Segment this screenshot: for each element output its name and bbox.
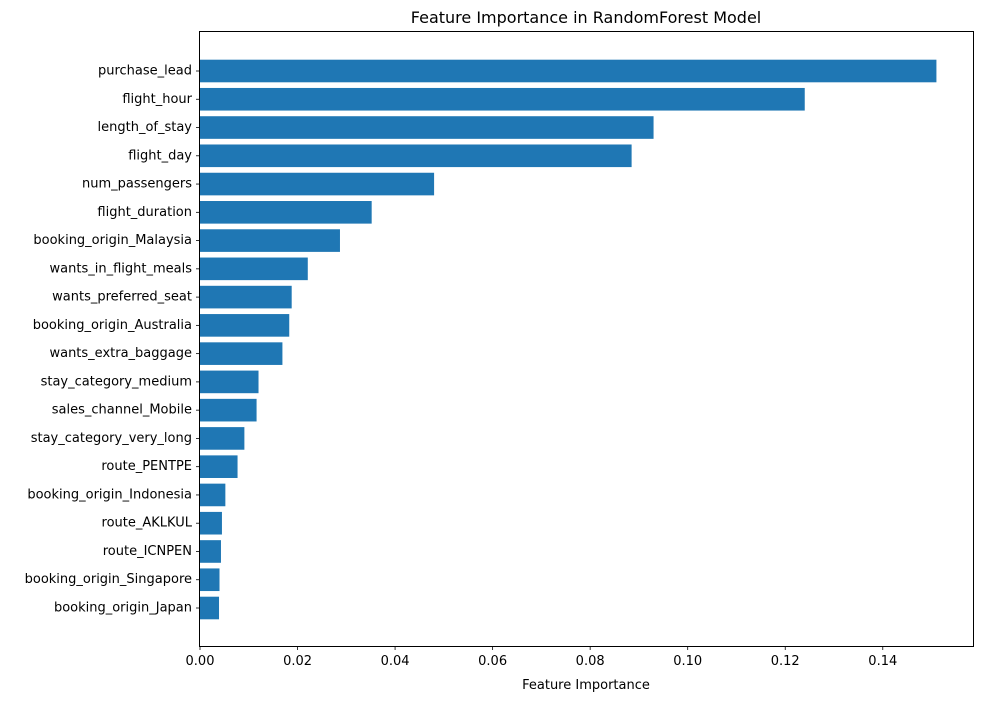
y-tick-label: booking_origin_Singapore xyxy=(25,572,192,587)
chart-title: Feature Importance in RandomForest Model xyxy=(411,8,761,27)
y-tick-label: booking_origin_Malaysia xyxy=(33,233,192,248)
x-axis: 0.00 0.02 0.04 0.06 0.08 0.10 0.12 0.14 xyxy=(186,646,897,669)
bar-flight_hour xyxy=(200,87,805,111)
bar-booking_origin_Australia xyxy=(200,314,290,337)
bar-route_AKLKUL xyxy=(200,511,222,535)
y-tick-label: sales_channel_Mobile xyxy=(52,403,192,418)
bar-route_ICNPEN xyxy=(200,540,221,563)
y-tick-label: booking_origin_Japan xyxy=(54,601,192,616)
bar-booking_origin_Malaysia xyxy=(200,229,340,252)
y-tick-label: wants_extra_baggage xyxy=(49,346,192,361)
x-axis-label: Feature Importance xyxy=(522,678,650,693)
x-tick-label: 0.14 xyxy=(868,654,897,669)
y-tick-label: stay_category_very_long xyxy=(31,431,192,446)
y-tick-label: route_ICNPEN xyxy=(103,544,192,559)
y-tick-label: flight_day xyxy=(128,148,192,163)
bar-route_PENTPE xyxy=(200,455,238,478)
x-tick-label: 0.02 xyxy=(283,654,312,669)
bar-sales_channel_Mobile xyxy=(200,398,257,422)
x-tick-label: 0.04 xyxy=(381,654,410,669)
y-tick-label: length_of_stay xyxy=(98,120,193,135)
x-tick-label: 0.10 xyxy=(673,654,702,669)
y-tick-label: wants_preferred_seat xyxy=(52,290,192,305)
x-tick-label: 0.12 xyxy=(771,654,800,669)
y-tick-label: booking_origin_Indonesia xyxy=(27,487,192,502)
bar-stay_category_medium xyxy=(200,370,259,394)
y-tick-label: booking_origin_Australia xyxy=(33,318,192,333)
bar-booking_origin_Singapore xyxy=(200,568,220,592)
bar-num_passengers xyxy=(200,172,435,196)
bar-flight_day xyxy=(200,144,632,168)
y-axis: purchase_lead flight_hour length_of_stayfl… xyxy=(25,64,200,616)
bar-length_of_stay xyxy=(200,116,654,139)
y-tick-label: route_PENTPE xyxy=(101,459,192,474)
x-tick-label: 0.00 xyxy=(186,654,215,669)
bar-wants_in_flight_meals xyxy=(200,257,308,281)
y-tick-label: num_passengers xyxy=(82,177,192,192)
bar-wants_preferred_seat xyxy=(200,285,292,309)
y-tick-label: flight_hour xyxy=(122,92,192,107)
y-tick-label: route_AKLKUL xyxy=(102,516,193,531)
bar-booking_origin_Japan xyxy=(200,596,220,620)
plot-area-frame xyxy=(199,31,974,647)
y-tick-label: purchase_lead xyxy=(98,64,192,79)
bar-flight_duration xyxy=(200,201,372,224)
bars-group xyxy=(200,59,937,620)
y-tick-label: flight_duration xyxy=(97,205,192,220)
x-tick-label: 0.06 xyxy=(478,654,507,669)
y-tick-label: stay_category_medium xyxy=(41,374,192,389)
x-tick-label: 0.08 xyxy=(576,654,605,669)
bar-wants_extra_baggage xyxy=(200,342,283,365)
bar-booking_origin_Indonesia xyxy=(200,483,226,507)
bar-purchase_lead xyxy=(200,59,937,83)
y-tick-label: wants_in_flight_meals xyxy=(50,261,193,276)
bar-stay_category_very_long xyxy=(200,427,245,450)
